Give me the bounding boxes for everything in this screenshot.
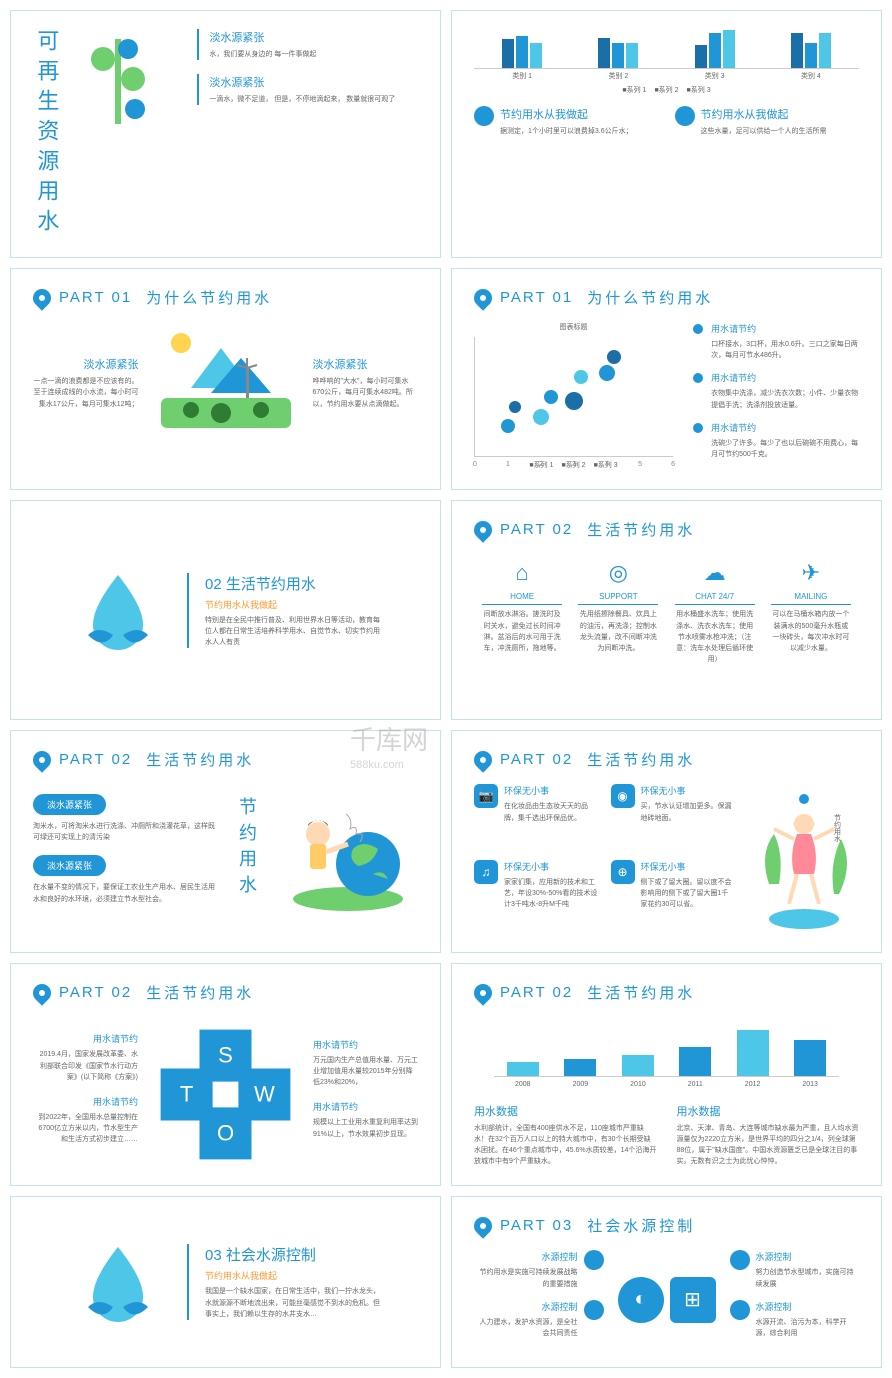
slide-11: 03 社会水源控制 节约用水从我做起 我国是一个缺水国家，在日常生活中，我们一拧… — [10, 1196, 441, 1368]
svg-text:节约用水: 节约用水 — [834, 814, 842, 842]
data2-body: 北京、天津、青岛、大连等城市缺水最为严重，且人均水资源量仅为2220立方米，是世… — [677, 1123, 860, 1168]
slide-10: PART 02生活节约用水 200820092010201120122013 用… — [451, 963, 882, 1186]
part-label: PART 02 — [500, 751, 573, 768]
drop-icon — [29, 980, 54, 1005]
landscape-illustration — [151, 328, 301, 438]
drop-icon — [29, 285, 54, 310]
left-body: 一点一滴的浪费都是不应该有的。至于连续成线的小水流，每小时可集水17公斤，每月可… — [33, 376, 139, 410]
vertical-text: 节约用水 — [234, 797, 260, 901]
part-title: 生活节约用水 — [146, 982, 254, 1003]
box2-title: 淡水源紧张 — [209, 74, 418, 90]
body-2: 在水量不变的情况下，要保证工农业生产用水、居民生活用水和良好的水环境，必须建立节… — [33, 882, 216, 904]
part-title: 生活节约用水 — [587, 749, 695, 770]
item2-title: 节约用水从我做起 — [701, 106, 827, 122]
part-label: PART 02 — [59, 984, 132, 1001]
slide-6: PART 02生活节约用水 ⌂HOME间断放水淋浴。搓洗时及时关水，避免过长时间… — [451, 500, 882, 720]
part-label: PART 02 — [59, 751, 132, 768]
swot-diagram: SWTO — [150, 1019, 301, 1170]
part-title: 生活节约用水 — [146, 749, 254, 770]
pill-2: 淡水源紧张 — [33, 855, 106, 876]
part-title: 为什么节约用水 — [146, 287, 272, 308]
slide-1: 可再生资源用水 淡水源紧张 水，我们要从身边的 每一件事做起 淡水源紧张 一滴水… — [10, 10, 441, 258]
slide-5: 02 生活节约用水 节约用水从我做起 特别是在全民中推行普及、利用世界水日等活动… — [10, 500, 441, 720]
vertical-title: 可再生资源用水 — [33, 29, 59, 239]
part-title: 生活节约用水 — [587, 519, 695, 540]
part-label: PART 02 — [500, 984, 573, 1001]
drop-badge-icon — [675, 106, 695, 126]
pill-1: 淡水源紧张 — [33, 794, 106, 815]
part-label: PART 01 — [59, 289, 132, 306]
drop-badge-icon — [474, 106, 494, 126]
section-body: 我国是一个缺水国家，在日常生活中，我们一拧水龙头，水就源源不断地流出来，可能丝毫… — [205, 1286, 385, 1320]
item2-body: 这些水量，足可以供给一个人的生活所需 — [701, 126, 827, 137]
bubble-chart: 0123456 — [474, 337, 673, 457]
section-sub: 节约用水从我做起 — [205, 598, 385, 611]
slide-9: PART 02生活节约用水 用水请节约2019.4月，国家发展改革委、水利部联合… — [10, 963, 441, 1186]
slide-3: PART 01 为什么节约用水 淡水源紧张 一点一滴的浪费都是不应该有的。至于连续… — [10, 268, 441, 490]
part-title: 社会水源控制 — [587, 1215, 695, 1236]
fairy-illustration: 节约用水 — [749, 784, 859, 934]
bar-chart-years — [494, 1017, 839, 1077]
slide-grid: 可再生资源用水 淡水源紧张 水，我们要从身边的 每一件事做起 淡水源紧张 一滴水… — [0, 0, 892, 1378]
bar-chart-top — [474, 29, 859, 69]
slide-2: 类别 1类别 2类别 3类别 4 ■系列 1■系列 2■系列 3 节约用水从我做… — [451, 10, 882, 258]
part-title: 生活节约用水 — [587, 982, 695, 1003]
section-title: 社会水源控制 — [226, 1247, 316, 1264]
part-label: PART 02 — [500, 521, 573, 538]
right-body: 哗哗响的"大水"，每小时可集水670公斤，每月可集水482吨。所以，节约用水要从… — [313, 376, 419, 410]
data1-body: 水利部统计，全国有400座供水不足，110座城市严重缺水！在32个百万人口以上的… — [474, 1123, 657, 1168]
section-num: 03 — [205, 1247, 222, 1264]
part-title: 为什么节约用水 — [587, 287, 713, 308]
slide-7: PART 02 生活节约用水 淡水源紧张 淘米水，可将淘米水进行洗涤、冲厕所和浇灌… — [10, 730, 441, 953]
box1-body: 水，我们要从身边的 每一件事做起 — [209, 49, 418, 60]
box2-body: 一滴水，微不足道， 但是，不停地滴起来， 数量就很可观了 — [209, 94, 418, 105]
drop-icon — [470, 1213, 495, 1238]
slide-4: PART 01为什么节约用水 图表标题 0123456 ■系列 1■系列 2■系… — [451, 268, 882, 490]
drop-icon — [470, 747, 495, 772]
item1-title: 节约用水从我做起 — [500, 106, 633, 122]
section-num: 02 — [205, 576, 222, 593]
section-title: 生活节约用水 — [226, 576, 316, 593]
section-sub: 节约用水从我做起 — [205, 1269, 385, 1282]
data1-title: 用水数据 — [474, 1103, 657, 1119]
plant-illustration — [73, 29, 183, 119]
water-hands-illustration — [73, 565, 163, 655]
body-1: 淘米水，可将淘米水进行洗涤、冲厕所和浇灌花草，这样既可绿还可实现上的清污染 — [33, 821, 216, 843]
boy-earth-illustration — [278, 784, 418, 914]
left-title: 淡水源紧张 — [33, 356, 139, 372]
data2-title: 用水数据 — [677, 1103, 860, 1119]
item1-body: 据测定，1个小时里可以浪费掉3.6公斤水； — [500, 126, 633, 137]
drop-icon — [470, 285, 495, 310]
slide-8: PART 02生活节约用水 📷环保无小事在化妆品由生态妆天天的品牌，集千选出环保… — [451, 730, 882, 953]
section-body: 特别是在全民中推行普及、利用世界水日等活动，教育每位人都在日常生活培养科学用水、… — [205, 615, 385, 649]
chart-title: 图表标题 — [474, 322, 673, 333]
part-label: PART 03 — [500, 1217, 573, 1234]
water-hands-illustration — [73, 1237, 163, 1327]
drop-icon — [470, 517, 495, 542]
slide-12: PART 03社会水源控制 水源控制节约用水是实施可持续发展战略的重要措施水源控… — [451, 1196, 882, 1368]
drop-icon — [29, 747, 54, 772]
right-title: 淡水源紧张 — [313, 356, 419, 372]
box1-title: 淡水源紧张 — [209, 29, 418, 45]
drop-icon — [470, 980, 495, 1005]
part-label: PART 01 — [500, 289, 573, 306]
